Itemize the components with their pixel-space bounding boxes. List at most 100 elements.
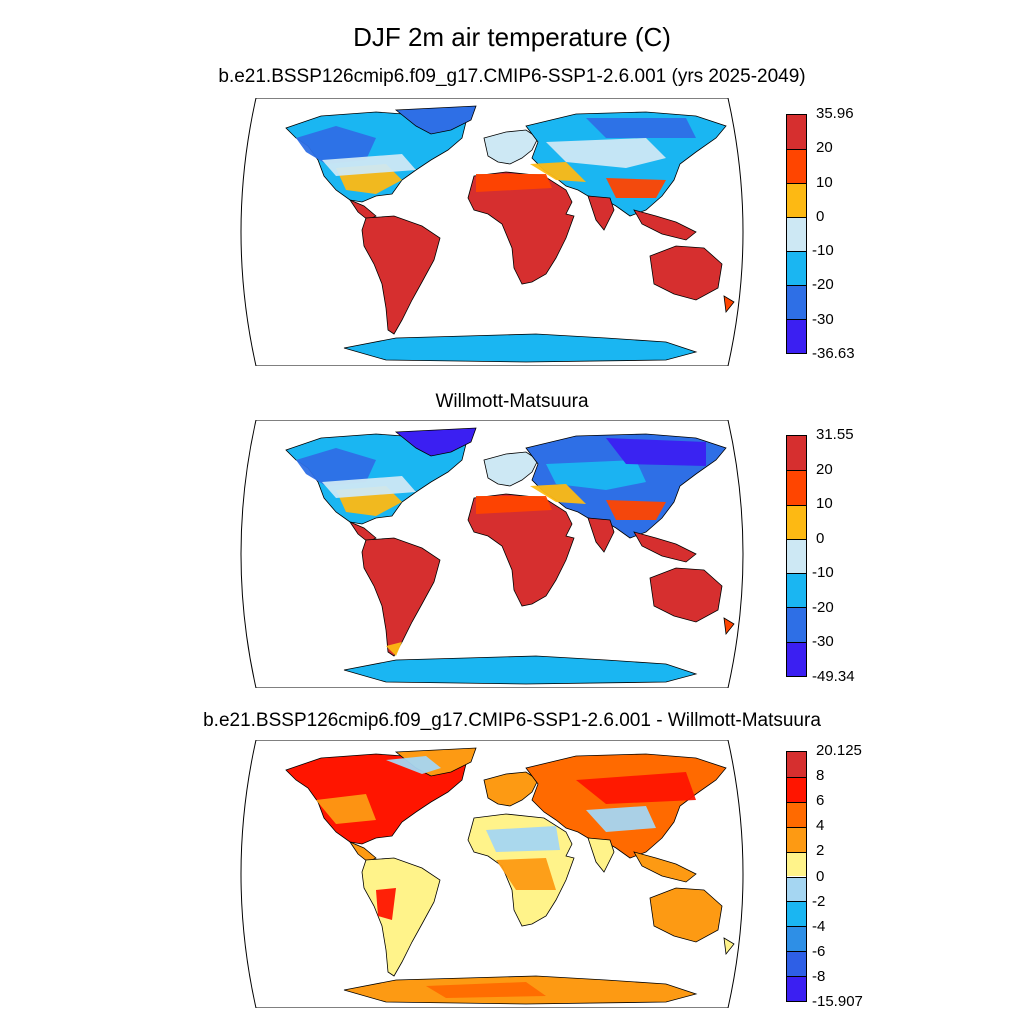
colorbar-swatch [787,115,806,149]
colorbar-label: -10 [812,564,834,582]
colorbar-swatch [787,149,806,183]
colorbar-swatch [787,826,806,852]
colorbar-swatch [787,752,806,777]
temperature-field [606,178,666,198]
panel-title-diff: b.e21.BSSP126cmip6.f09_g17.CMIP6-SSP1-2.… [203,710,821,731]
temperature-field [586,806,656,832]
colorbar-label: -6 [812,942,826,960]
colorbar-label: -20 [812,598,834,616]
colorbar-label: 20 [816,139,833,157]
colorbar-swatch [787,470,806,505]
temperature-field [546,460,646,490]
colorbar-model [786,114,807,354]
land-africa [467,171,575,285]
figure-title: DJF 2m air temperature (C) [353,22,671,52]
map-land [285,427,735,685]
temperature-field [486,826,560,852]
colorbar-swatch [787,926,806,952]
land-greenland [394,105,477,135]
land-centralAmerica [348,199,377,221]
colorbar-label: -2 [812,892,826,910]
colorbar-swatch [787,183,806,217]
temperature-field [476,174,552,192]
colorbar-label: -49.34 [812,668,855,685]
map-obs [240,420,744,688]
colorbar-obs [786,435,807,677]
colorbar-swatch [787,504,806,539]
colorbar-swatch [787,217,806,251]
colorbar-swatch [787,801,806,827]
colorbar-label: 20 [816,460,833,478]
land-australia [649,245,723,301]
colorbar-swatch [787,251,806,285]
land-southAmerica [361,857,441,977]
colorbar-swatch [787,538,806,574]
colorbar-label: 0 [816,207,825,225]
colorbar-label: 10 [816,173,833,191]
colorbar-swatch [787,285,806,319]
colorbar-label: 4 [816,817,825,835]
temperature-field [606,500,666,520]
colorbar-swatch [787,851,806,877]
temperature-field [530,484,586,504]
temperature-field [376,888,396,920]
land-australia [649,887,723,943]
colorbar-label: -4 [812,917,826,935]
land-antarctica [343,333,698,363]
colorbar-label: -20 [812,276,834,294]
land-antarctica [343,655,698,685]
colorbar-label: 0 [816,529,825,547]
temperature-field [586,118,696,138]
colorbar-label: 20.125 [816,742,862,759]
colorbar-label: 6 [816,792,825,810]
colorbar-swatch [787,976,806,1001]
temperature-field [476,496,552,514]
colorbar-label: -15.907 [812,993,863,1010]
colorbar-swatch [787,641,806,676]
temperature-field [386,756,441,774]
temperature-field [296,126,376,164]
map-model [240,98,744,366]
colorbar-label: 31.55 [816,426,854,443]
panel-title-obs: Willmott-Matsuura [435,391,589,412]
colorbar-label: -10 [812,242,834,260]
land-india [587,837,615,873]
land-seAsia [633,851,697,883]
colorbar-swatch [787,319,806,353]
colorbar-label: -8 [812,967,826,985]
land-newZealand [723,295,735,313]
temperature-field [316,794,376,824]
temperature-field [296,448,376,486]
land-seAsia [633,531,697,563]
colorbar-swatch [787,776,806,802]
colorbar-label: 0 [816,867,825,885]
colorbar-swatch [787,876,806,902]
land-africa [467,493,575,607]
land-newZealand [723,937,735,955]
temperature-field [496,858,556,890]
colorbar-label: 10 [816,495,833,513]
land-southAmerica [361,215,441,335]
land-india [587,195,615,231]
colorbar-label: -30 [812,310,834,328]
colorbar-label: -30 [812,633,834,651]
land-seAsia [633,209,697,241]
colorbar-diff [786,751,807,1002]
colorbar-swatch [787,573,806,608]
map-diff [240,740,744,1008]
land-europe [483,771,539,807]
colorbar-swatch [787,901,806,927]
land-india [587,517,615,553]
map-land [285,747,735,1005]
panel-title-model: b.e21.BSSP126cmip6.f09_g17.CMIP6-SSP1-2.… [218,66,806,87]
colorbar-swatch [787,951,806,977]
temperature-field [386,642,402,656]
colorbar-swatch [787,436,806,471]
land-europe [483,451,539,487]
colorbar-label: 35.96 [816,105,854,122]
temperature-field [426,982,546,998]
land-europe [483,129,539,165]
land-centralAmerica [348,521,377,543]
temperature-field [322,154,416,176]
temperature-field [576,772,696,804]
